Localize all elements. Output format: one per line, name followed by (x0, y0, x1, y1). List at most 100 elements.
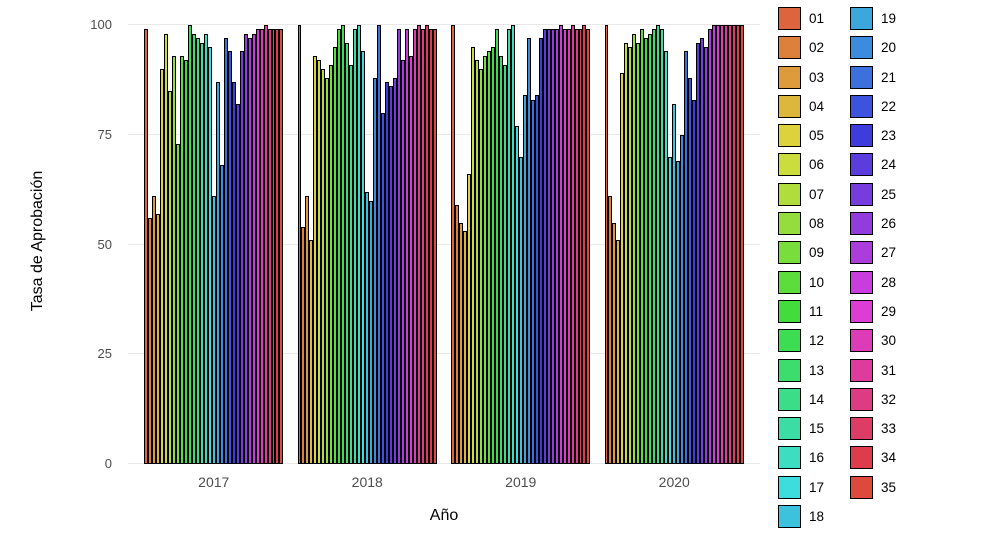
bar-group-2018 (297, 25, 438, 464)
bar-2017-09 (175, 143, 180, 464)
legend-item-29: 29 (850, 299, 897, 323)
bar-2020-15 (660, 29, 665, 464)
legend-item-15: 15 (778, 417, 824, 441)
legend-label-20: 20 (881, 40, 897, 56)
legend-swatch-12 (778, 329, 801, 353)
bar-2017-32 (267, 29, 272, 464)
bar-2018-24 (389, 86, 394, 464)
bar-2019-07 (474, 60, 479, 464)
legend-item-03: 03 (778, 65, 824, 89)
bar-2017-30 (259, 29, 264, 464)
legend-swatch-33 (850, 417, 874, 441)
legend-swatch-25 (850, 182, 874, 206)
bar-2019-34 (582, 25, 587, 464)
bar-2020-08 (632, 33, 637, 464)
y-tick-label-100: 100 (90, 17, 112, 32)
legend-label-29: 29 (881, 303, 897, 319)
legend-column-1: 01 02 03 04 05 06 07 08 09 10 11 12 13 14 15 16 17 18 (778, 7, 824, 534)
legend-swatch-30 (850, 329, 874, 353)
bar-2019-09 (482, 55, 487, 464)
bar-2017-26 (243, 33, 248, 464)
legend-swatch-19 (850, 7, 874, 30)
legend-item-30: 30 (850, 329, 897, 353)
bar-2017-25 (239, 51, 244, 464)
bar-2017-10 (179, 55, 184, 464)
bar-2017-20 (219, 165, 224, 464)
bar-2017-27 (247, 38, 252, 464)
bar-2017-18 (211, 196, 216, 464)
bar-2018-25 (393, 77, 398, 464)
bar-2018-11 (337, 29, 342, 464)
bar-2018-01 (297, 25, 302, 464)
legend-label-23: 23 (881, 128, 897, 144)
legend-label-21: 21 (881, 69, 897, 85)
legend-label-34: 34 (881, 450, 897, 466)
bar-2020-24 (696, 42, 701, 464)
bar-2018-12 (341, 25, 346, 464)
bar-2020-12 (648, 33, 653, 464)
legend-swatch-10 (778, 270, 801, 294)
gridline-y-75 (128, 133, 760, 135)
bar-2017-02 (147, 218, 152, 464)
legend-column-2: 19 20 21 22 23 24 25 26 27 28 29 30 31 32 33 34 35 (850, 7, 896, 534)
legend-label-30: 30 (881, 333, 897, 349)
bar-2020-26 (704, 46, 709, 464)
bar-2020-33 (732, 25, 736, 464)
bar-2019-04 (462, 231, 467, 464)
bar-2019-12 (494, 29, 499, 464)
bar-2020-31 (724, 25, 729, 464)
x-tick-label-2019: 2019 (505, 474, 537, 490)
bar-2017-14 (195, 38, 200, 464)
legend-label-26: 26 (881, 216, 897, 232)
bar-2020-06 (624, 42, 629, 464)
legend-swatch-27 (850, 241, 874, 265)
bar-2020-13 (652, 29, 657, 464)
legend-label-13: 13 (809, 362, 825, 378)
y-axis-tick-labels: 0 25 50 75 100 (0, 17, 120, 471)
bar-2017-04 (155, 213, 160, 464)
bar-2019-03 (458, 222, 463, 464)
legend-item-26: 26 (850, 212, 897, 236)
legend-swatch-06 (778, 153, 801, 177)
bar-2020-21 (684, 51, 689, 464)
legend-item-09: 09 (778, 241, 824, 265)
bar-2019-02 (454, 205, 459, 464)
legend-item-25: 25 (850, 182, 896, 206)
bar-2018-28 (405, 29, 410, 464)
bar-2019-28 (558, 25, 563, 464)
bar-2019-22 (534, 95, 539, 464)
bar-2019-27 (554, 29, 559, 464)
gridline-y-50 (128, 243, 760, 245)
bar-2017-22 (227, 51, 232, 464)
legend-swatch-08 (778, 212, 801, 236)
legend-swatch-20 (850, 36, 874, 60)
bar-2019-29 (562, 29, 567, 464)
legend-label-10: 10 (809, 274, 825, 290)
x-tick-label-2020: 2020 (658, 474, 690, 490)
x-axis-tick-labels: 2017 2018 2019 2020 (128, 474, 760, 490)
legend-swatch-34 (850, 446, 874, 470)
bar-2019-32 (574, 29, 579, 464)
bar-2018-13 (345, 42, 350, 464)
bar-2020-05 (620, 73, 625, 464)
bar-2019-20 (526, 38, 531, 464)
legend-item-21: 21 (850, 65, 897, 89)
legend-label-19: 19 (881, 11, 897, 26)
bar-2020-30 (720, 25, 725, 464)
legend-item-04: 04 (778, 94, 825, 118)
bar-group-2020 (604, 25, 745, 464)
legend-item-33: 33 (850, 417, 896, 441)
legend-item-02: 02 (778, 36, 824, 60)
legend-swatch-21 (850, 65, 874, 89)
bar-2018-15 (353, 29, 358, 464)
bar-2017-05 (159, 68, 164, 464)
legend-swatch-32 (850, 387, 874, 411)
bar-2018-18 (365, 191, 370, 464)
legend-swatch-31 (850, 358, 874, 382)
bar-2020-02 (608, 196, 613, 464)
legend-label-12: 12 (809, 333, 825, 349)
bar-2020-10 (640, 29, 645, 464)
bar-2018-29 (409, 55, 414, 464)
legend-label-04: 04 (809, 98, 825, 114)
